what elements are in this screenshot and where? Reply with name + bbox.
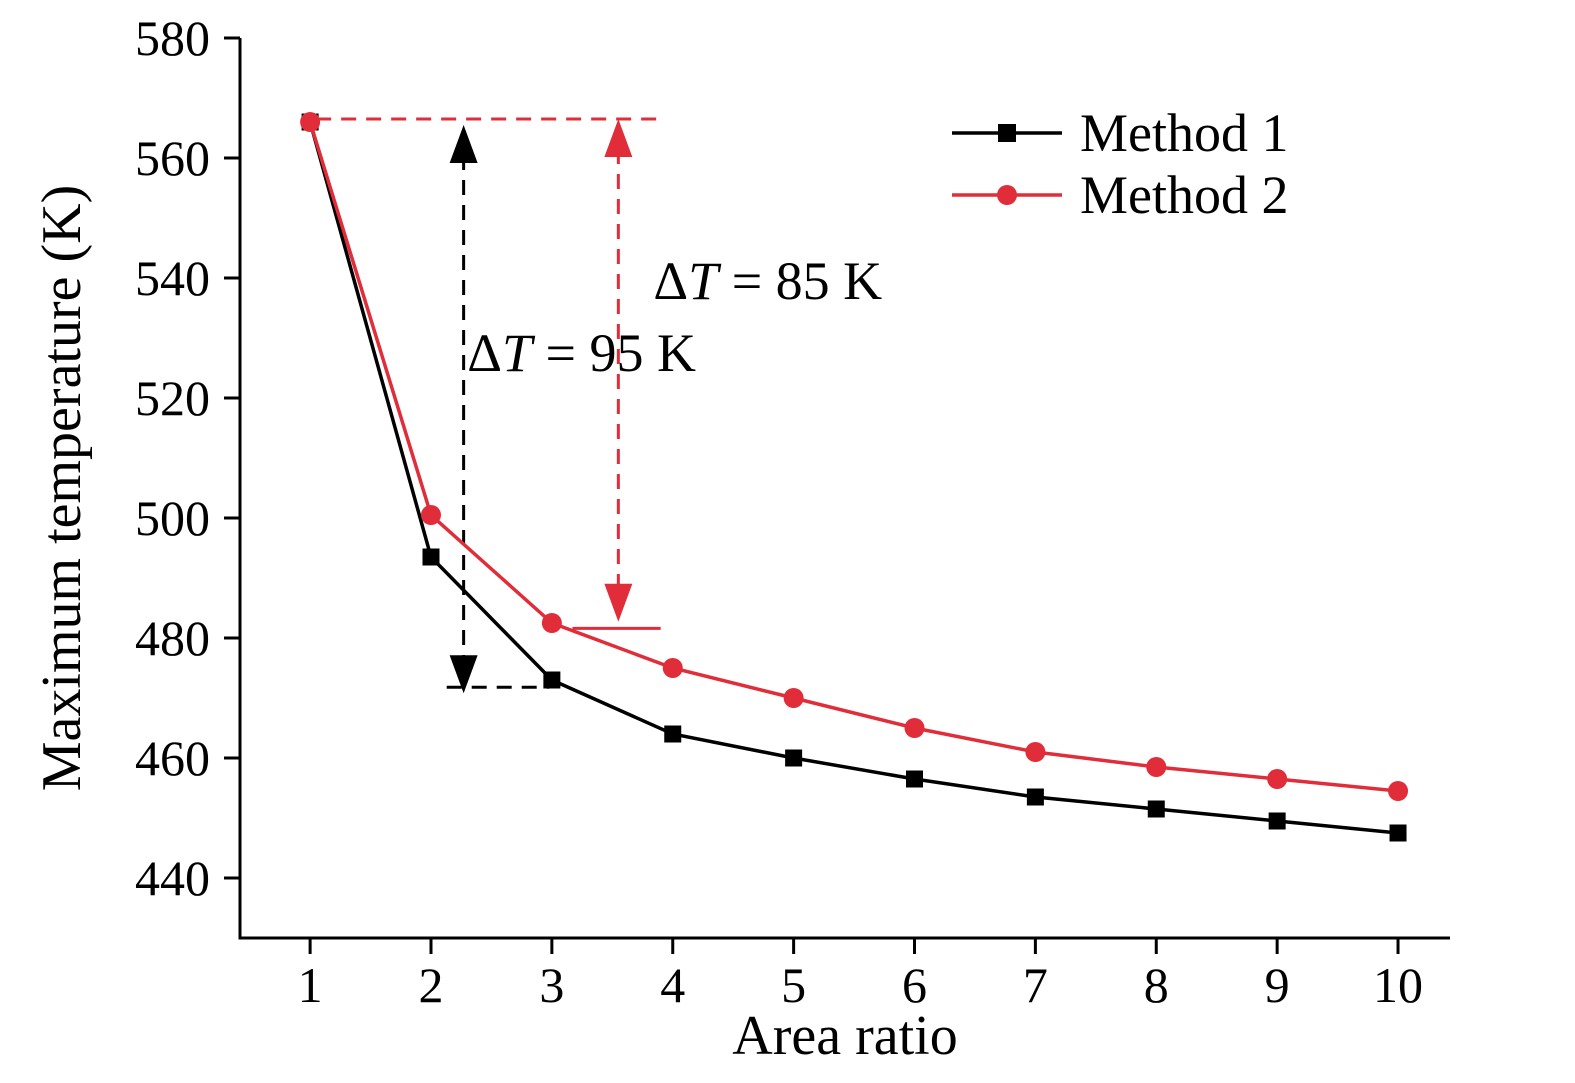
arrow-up-head bbox=[449, 125, 478, 163]
y-tick-label: 480 bbox=[135, 610, 210, 666]
marker-square-icon bbox=[1268, 812, 1286, 830]
marker-circle-icon bbox=[541, 613, 562, 633]
y-tick-label: 500 bbox=[135, 490, 210, 546]
annotation-label: ΔT = 95 K bbox=[467, 323, 696, 383]
y-tick-label: 540 bbox=[135, 250, 210, 306]
marker-circle-icon bbox=[783, 688, 804, 708]
marker-circle-icon bbox=[1025, 742, 1046, 762]
marker-square-icon bbox=[906, 770, 924, 788]
annotation-label: ΔT = 85 K bbox=[653, 251, 882, 311]
marker-circle-icon bbox=[1146, 757, 1167, 777]
legend-item-method-1: Method 1 bbox=[952, 103, 1289, 163]
y-tick-label: 580 bbox=[135, 10, 210, 66]
annotation-delta-85: ΔT = 85 K bbox=[316, 117, 882, 630]
arrow-down-head bbox=[604, 583, 633, 622]
x-tick-label: 10 bbox=[1373, 957, 1423, 1013]
marker-square-icon bbox=[543, 671, 561, 689]
marker-square-icon bbox=[422, 548, 440, 566]
series-method-2 bbox=[300, 112, 1409, 801]
chart-root: 440 460 480 500 520 540 560 580 1 2 3 4 5 6 7 8 9 10 ΔT = … bbox=[135, 10, 1450, 1013]
marker-square-icon bbox=[1026, 788, 1044, 806]
marker-square-icon bbox=[664, 725, 682, 743]
x-tick-label: 5 bbox=[781, 957, 806, 1013]
arrow-down-head bbox=[449, 655, 478, 694]
series-line bbox=[308, 121, 1399, 835]
marker-square-icon bbox=[785, 749, 803, 767]
annotation-delta-95: ΔT = 95 K bbox=[446, 125, 696, 694]
x-tick-label: 7 bbox=[1023, 957, 1048, 1013]
y-tick-label: 520 bbox=[135, 370, 210, 426]
series-line bbox=[308, 121, 1399, 793]
marker-circle-icon bbox=[300, 112, 321, 132]
x-tick-label: 8 bbox=[1144, 957, 1169, 1013]
y-tick-label: 440 bbox=[135, 850, 210, 906]
marker-square-icon bbox=[1147, 800, 1165, 818]
series-method-1 bbox=[301, 113, 1407, 842]
arrow-up-head bbox=[604, 119, 633, 157]
marker-circle-icon bbox=[904, 718, 925, 738]
marker-circle-icon bbox=[1267, 769, 1288, 789]
marker-square-icon bbox=[1389, 824, 1407, 842]
marker-circle-icon bbox=[420, 505, 441, 525]
marker-circle-icon bbox=[1388, 781, 1409, 801]
x-tick-label: 3 bbox=[539, 957, 564, 1013]
x-tick-label: 6 bbox=[902, 957, 927, 1013]
x-tick-label: 2 bbox=[418, 957, 443, 1013]
marker-circle-icon bbox=[997, 185, 1017, 205]
marker-circle-icon bbox=[662, 658, 683, 678]
axes: 440 460 480 500 520 540 560 580 1 2 3 4 5 6 7 8 9 10 bbox=[135, 10, 1450, 1013]
x-axis-label: Area ratio bbox=[732, 1005, 957, 1067]
legend-item-method-2: Method 2 bbox=[952, 165, 1289, 225]
y-tick-label: 460 bbox=[135, 730, 210, 786]
x-tick-label: 9 bbox=[1265, 957, 1290, 1013]
x-tick-label: 1 bbox=[298, 957, 323, 1013]
x-tick-label: 4 bbox=[660, 957, 685, 1013]
annotations: ΔT = 95 K ΔT = 85 K bbox=[316, 117, 882, 694]
y-axis-label: Maximum temperature (K) bbox=[31, 185, 93, 791]
y-tick-label: 560 bbox=[135, 130, 210, 186]
legend-label: Method 1 bbox=[1080, 103, 1289, 163]
legend-label: Method 2 bbox=[1080, 165, 1289, 225]
marker-square-icon bbox=[998, 124, 1016, 142]
